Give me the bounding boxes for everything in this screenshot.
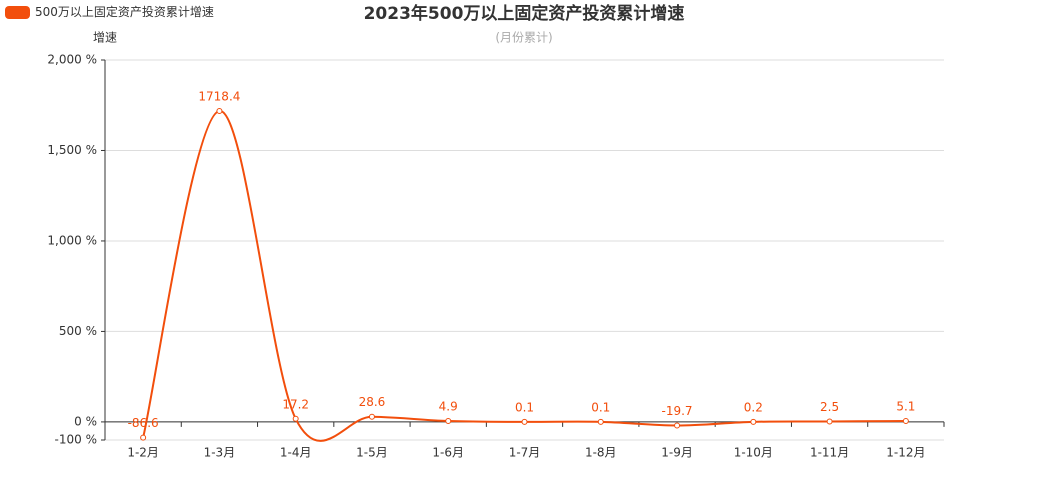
- legend-label: 500万以上固定资产投资累计增速: [35, 4, 214, 19]
- y-tick-label: 1,500 %: [47, 143, 97, 157]
- value-label: 28.6: [359, 395, 386, 409]
- point: [597, 418, 604, 425]
- x-tick-label: 1-11月: [810, 446, 849, 460]
- point: [750, 418, 757, 425]
- value-label: 0.1: [591, 400, 610, 414]
- y-tick-label: 500 %: [59, 324, 97, 338]
- x-tick-label: 1-4月: [280, 446, 312, 460]
- value-label: 0.2: [744, 400, 763, 414]
- y-tick-label: -100 %: [55, 433, 97, 447]
- value-label: 0.1: [515, 400, 534, 414]
- point: [140, 434, 147, 441]
- point: [368, 413, 375, 420]
- point: [826, 418, 833, 425]
- point: [216, 107, 223, 114]
- y-axis-label: 增速: [93, 31, 117, 45]
- value-label: -86.6: [128, 416, 159, 430]
- value-label: 17.2: [282, 397, 309, 411]
- chart-title: 2023年500万以上固定资产投资累计增速: [364, 3, 685, 24]
- line: [142, 109, 906, 442]
- y-tick-label: 2,000 %: [47, 53, 97, 67]
- value-label: 4.9: [439, 400, 458, 414]
- x-tick-label: 1-5月: [356, 446, 388, 460]
- y-tick-label: 1,000 %: [47, 233, 97, 247]
- x-tick-label: 1-2月: [127, 446, 159, 460]
- chart-subtitle: (月份累计): [495, 31, 552, 45]
- point: [902, 417, 909, 424]
- value-label: 5.1: [896, 399, 915, 413]
- point: [292, 415, 299, 422]
- point: [521, 418, 528, 425]
- x-tick-label: 1-12月: [886, 446, 925, 460]
- legend-swatch: [5, 6, 30, 19]
- x-tick-label: 1-9月: [661, 446, 693, 460]
- y-tick-label: 0 %: [74, 414, 97, 428]
- x-tick-label: 1-10月: [734, 446, 773, 460]
- value-label: 2.5: [820, 400, 839, 414]
- x-tick-label: 1-7月: [509, 446, 541, 460]
- x-tick-label: 1-3月: [204, 446, 236, 460]
- value-label: -19.7: [662, 404, 693, 418]
- point: [445, 418, 452, 425]
- x-tick-label: 1-8月: [585, 446, 617, 460]
- point: [674, 422, 681, 429]
- value-label: 1718.4: [198, 89, 240, 103]
- x-tick-label: 1-6月: [432, 446, 464, 460]
